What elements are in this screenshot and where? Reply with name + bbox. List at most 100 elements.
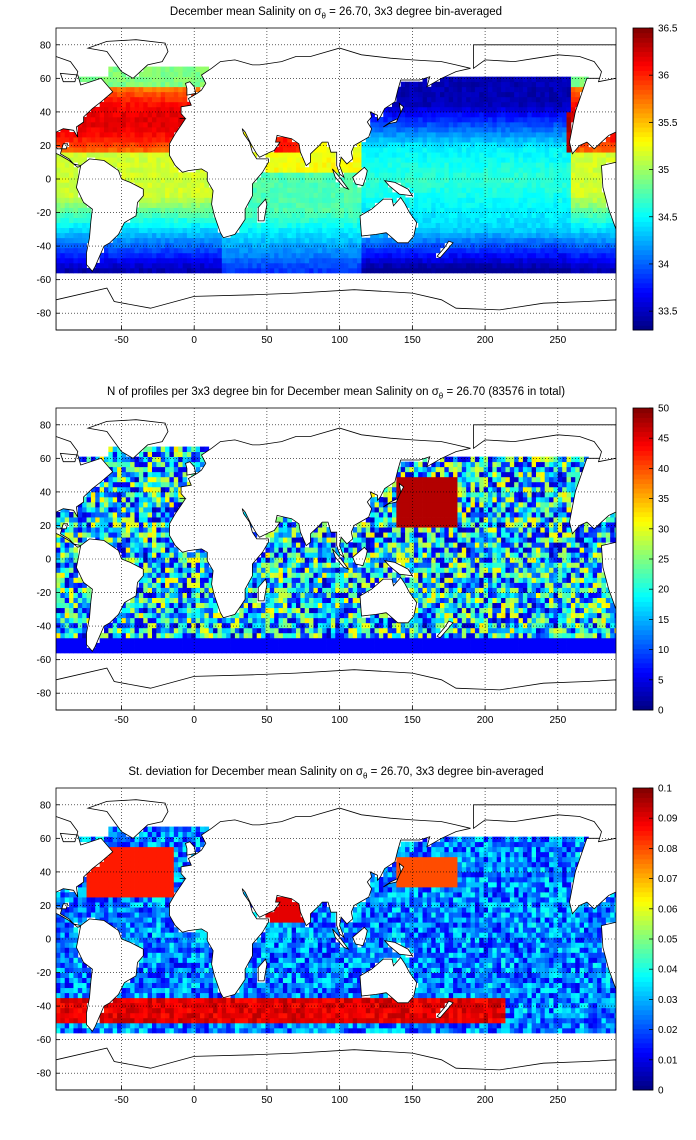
bin-cell xyxy=(540,116,546,123)
bin-cell xyxy=(204,647,210,654)
bin-cell xyxy=(56,142,61,148)
bin-cell xyxy=(69,612,74,619)
bin-cell xyxy=(252,192,258,198)
bin-cell xyxy=(77,126,83,133)
bin-cell xyxy=(400,147,406,153)
bin-cell xyxy=(156,552,162,558)
bin-cell xyxy=(396,91,402,98)
bin-cell xyxy=(514,202,519,208)
bin-cell xyxy=(182,81,188,88)
bin-cell xyxy=(396,267,402,274)
bin-cell xyxy=(104,132,109,138)
bin-cell xyxy=(152,522,157,528)
bin-cell xyxy=(125,132,131,138)
bin-cell xyxy=(134,267,140,274)
bin-cell xyxy=(269,612,275,619)
bin-cell xyxy=(566,167,572,173)
bin-cell xyxy=(470,267,476,274)
bin-cell xyxy=(592,187,598,193)
bin-cell xyxy=(143,506,149,513)
bin-cell xyxy=(518,162,524,168)
bin-cell xyxy=(69,647,74,654)
bin-cell xyxy=(501,182,506,188)
bin-cell xyxy=(73,647,79,654)
bin-cell xyxy=(496,126,502,133)
bin-cell xyxy=(505,217,511,224)
bin-cell xyxy=(182,71,188,78)
bin-cell xyxy=(256,187,262,193)
bin-cell xyxy=(326,232,332,239)
bin-cell xyxy=(448,192,454,198)
bin-cell xyxy=(86,126,92,133)
bin-cell xyxy=(269,187,275,193)
bin-cell xyxy=(156,222,162,229)
bin-cell xyxy=(483,247,489,254)
bin-cell xyxy=(274,642,279,649)
bin-cell xyxy=(169,592,175,598)
bin-cell xyxy=(265,642,271,649)
bin-cell xyxy=(514,167,519,173)
bin-cell xyxy=(330,262,336,269)
bin-cell xyxy=(195,607,201,614)
bin-cell xyxy=(483,237,489,244)
bin-cell xyxy=(605,142,611,148)
bin-cell xyxy=(173,106,179,113)
bin-cell xyxy=(470,132,476,138)
bin-cell xyxy=(544,242,550,249)
bin-cell xyxy=(405,81,410,88)
bin-cell xyxy=(69,517,74,523)
bin-cell xyxy=(479,247,485,254)
bin-cell xyxy=(204,607,210,614)
bin-cell xyxy=(562,121,567,128)
bin-cell xyxy=(514,86,519,93)
bin-cell xyxy=(400,252,406,259)
bin-cell xyxy=(313,247,319,254)
bin-cell xyxy=(474,137,480,143)
bin-cell xyxy=(274,582,279,588)
bin-cell xyxy=(453,86,458,93)
bin-cell xyxy=(104,456,109,463)
bin-cell xyxy=(522,247,528,254)
bin-cell xyxy=(575,222,581,229)
bin-cell xyxy=(130,222,135,229)
bin-cell xyxy=(73,607,79,614)
bin-cell xyxy=(466,192,471,198)
bin-cell xyxy=(575,267,581,274)
bin-cell xyxy=(173,612,179,619)
bin-cell xyxy=(274,267,279,274)
bin-cell xyxy=(322,172,327,178)
bin-cell xyxy=(448,147,454,153)
bin-cell xyxy=(82,647,87,654)
bin-cell xyxy=(121,162,127,168)
bin-cell xyxy=(130,456,135,463)
bin-cell xyxy=(501,86,506,93)
bin-cell xyxy=(138,71,144,78)
bin-cell xyxy=(169,86,175,93)
bin-cell xyxy=(457,187,463,193)
bin-cell xyxy=(108,147,114,153)
bin-cell xyxy=(444,147,450,153)
bin-cell xyxy=(165,481,170,488)
bin-cell xyxy=(370,142,375,148)
bin-cell xyxy=(461,257,467,264)
bin-cell xyxy=(431,142,437,148)
bin-cell xyxy=(444,121,450,128)
bin-cell xyxy=(117,257,122,264)
bin-cell xyxy=(269,572,275,578)
bin-cell xyxy=(121,91,127,98)
bin-cell xyxy=(64,202,70,208)
bin-cell xyxy=(165,157,170,163)
bin-cell xyxy=(165,512,170,518)
bin-cell xyxy=(549,232,554,239)
bin-cell xyxy=(138,232,144,239)
bin-cell xyxy=(191,597,197,604)
bin-cell xyxy=(570,252,576,259)
bin-cell xyxy=(195,622,201,629)
bin-cell xyxy=(405,182,410,188)
bin-cell xyxy=(143,617,149,624)
bin-cell xyxy=(165,597,170,604)
bin-cell xyxy=(322,157,327,163)
bin-cell xyxy=(287,192,293,198)
bin-cell xyxy=(265,622,271,629)
bin-cell xyxy=(597,262,602,269)
